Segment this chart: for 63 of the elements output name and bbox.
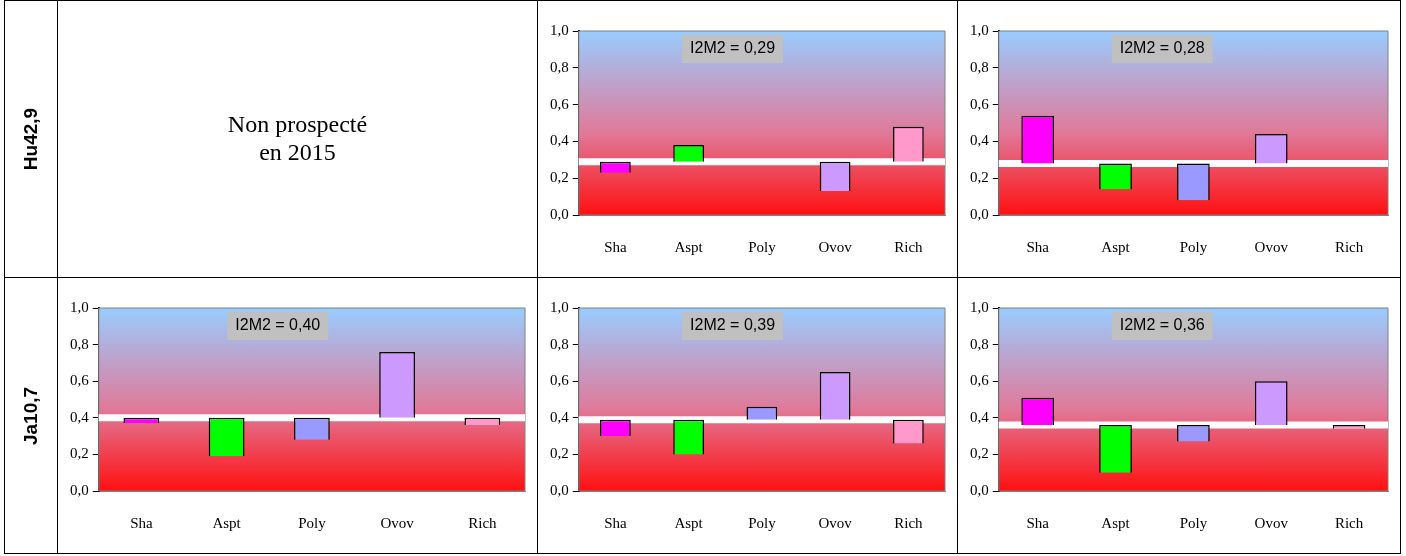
- y-tick-label: 0,6: [970, 95, 990, 112]
- y-tick-label: 0,8: [970, 335, 989, 352]
- x-tick-label: Poly: [1179, 238, 1208, 255]
- y-tick-label: 0,0: [970, 481, 989, 498]
- y-tick-label: 0,8: [970, 58, 989, 75]
- annotation: I2M2 = 0,28: [1119, 39, 1205, 57]
- x-tick-label: Poly: [748, 514, 777, 531]
- x-tick-label: Poly: [1179, 514, 1208, 531]
- y-tick-label: 0,0: [550, 205, 569, 222]
- x-tick-label: Ovov: [380, 514, 415, 531]
- y-tick-label: 0,4: [550, 408, 570, 425]
- y-tick-label: 1,0: [70, 298, 89, 315]
- x-tick-label: Rich: [1334, 238, 1364, 255]
- y-tick-label: 0,2: [970, 445, 989, 462]
- y-tick-label: 0,6: [970, 372, 990, 389]
- x-tick-label: Ovov: [818, 514, 853, 531]
- y-tick-label: 0,6: [550, 372, 570, 389]
- text: Non prospecté en 2015: [227, 111, 368, 167]
- x-tick-label: Rich: [894, 514, 924, 531]
- y-tick-label: 0,2: [550, 445, 569, 462]
- y-tick-label: 0,0: [70, 481, 89, 498]
- annotation: I2M2 = 0,29: [690, 39, 776, 57]
- y-tick-label: 0,4: [70, 408, 90, 425]
- y-tick-label: 0,4: [550, 132, 570, 149]
- x-tick-label: Ovov: [818, 238, 853, 255]
- x-tick-label: Rich: [468, 514, 498, 531]
- annotation: I2M2 = 0,40: [235, 316, 321, 334]
- x-tick-label: Sha: [1026, 238, 1050, 255]
- x-tick-label: Aspt: [1101, 514, 1131, 531]
- x-tick-label: Aspt: [1101, 238, 1131, 255]
- x-tick-label: Poly: [748, 238, 777, 255]
- x-tick-label: Ovov: [1254, 514, 1289, 531]
- x-tick-label: Aspt: [674, 514, 704, 531]
- y-tick-label: 1,0: [970, 21, 989, 38]
- y-tick-label: 1,0: [550, 21, 569, 38]
- y-tick-label: 0,6: [70, 372, 90, 389]
- x-tick-label: Poly: [298, 514, 327, 531]
- y-tick-label: 0,2: [970, 169, 989, 186]
- x-tick-label: Aspt: [674, 238, 704, 255]
- y-tick-label: 0,4: [970, 408, 990, 425]
- y-tick-label: 0,2: [70, 445, 89, 462]
- text: Ja10,7: [20, 386, 42, 445]
- y-tick-label: 0,0: [970, 205, 989, 222]
- y-tick-label: 0,2: [550, 169, 569, 186]
- x-tick-label: Sha: [1026, 514, 1050, 531]
- y-tick-label: 0,0: [550, 481, 569, 498]
- x-tick-label: Rich: [894, 238, 924, 255]
- y-tick-label: 0,4: [970, 132, 990, 149]
- y-tick-label: 0,8: [550, 335, 569, 352]
- x-tick-label: Aspt: [212, 514, 242, 531]
- y-tick-label: 1,0: [550, 298, 569, 315]
- y-tick-label: 0,8: [70, 335, 89, 352]
- annotation: I2M2 = 0,39: [690, 316, 776, 334]
- x-tick-label: Ovov: [1254, 238, 1289, 255]
- x-tick-label: Sha: [130, 514, 153, 531]
- x-tick-label: Sha: [604, 238, 627, 255]
- y-tick-label: 0,6: [550, 95, 570, 112]
- y-tick-label: 0,8: [550, 58, 569, 75]
- x-tick-label: Rich: [1334, 514, 1364, 531]
- x-tick-label: Sha: [604, 514, 627, 531]
- y-tick-label: 1,0: [970, 298, 989, 315]
- text: Hu42,9: [20, 107, 42, 171]
- annotation: I2M2 = 0,36: [1119, 316, 1205, 334]
